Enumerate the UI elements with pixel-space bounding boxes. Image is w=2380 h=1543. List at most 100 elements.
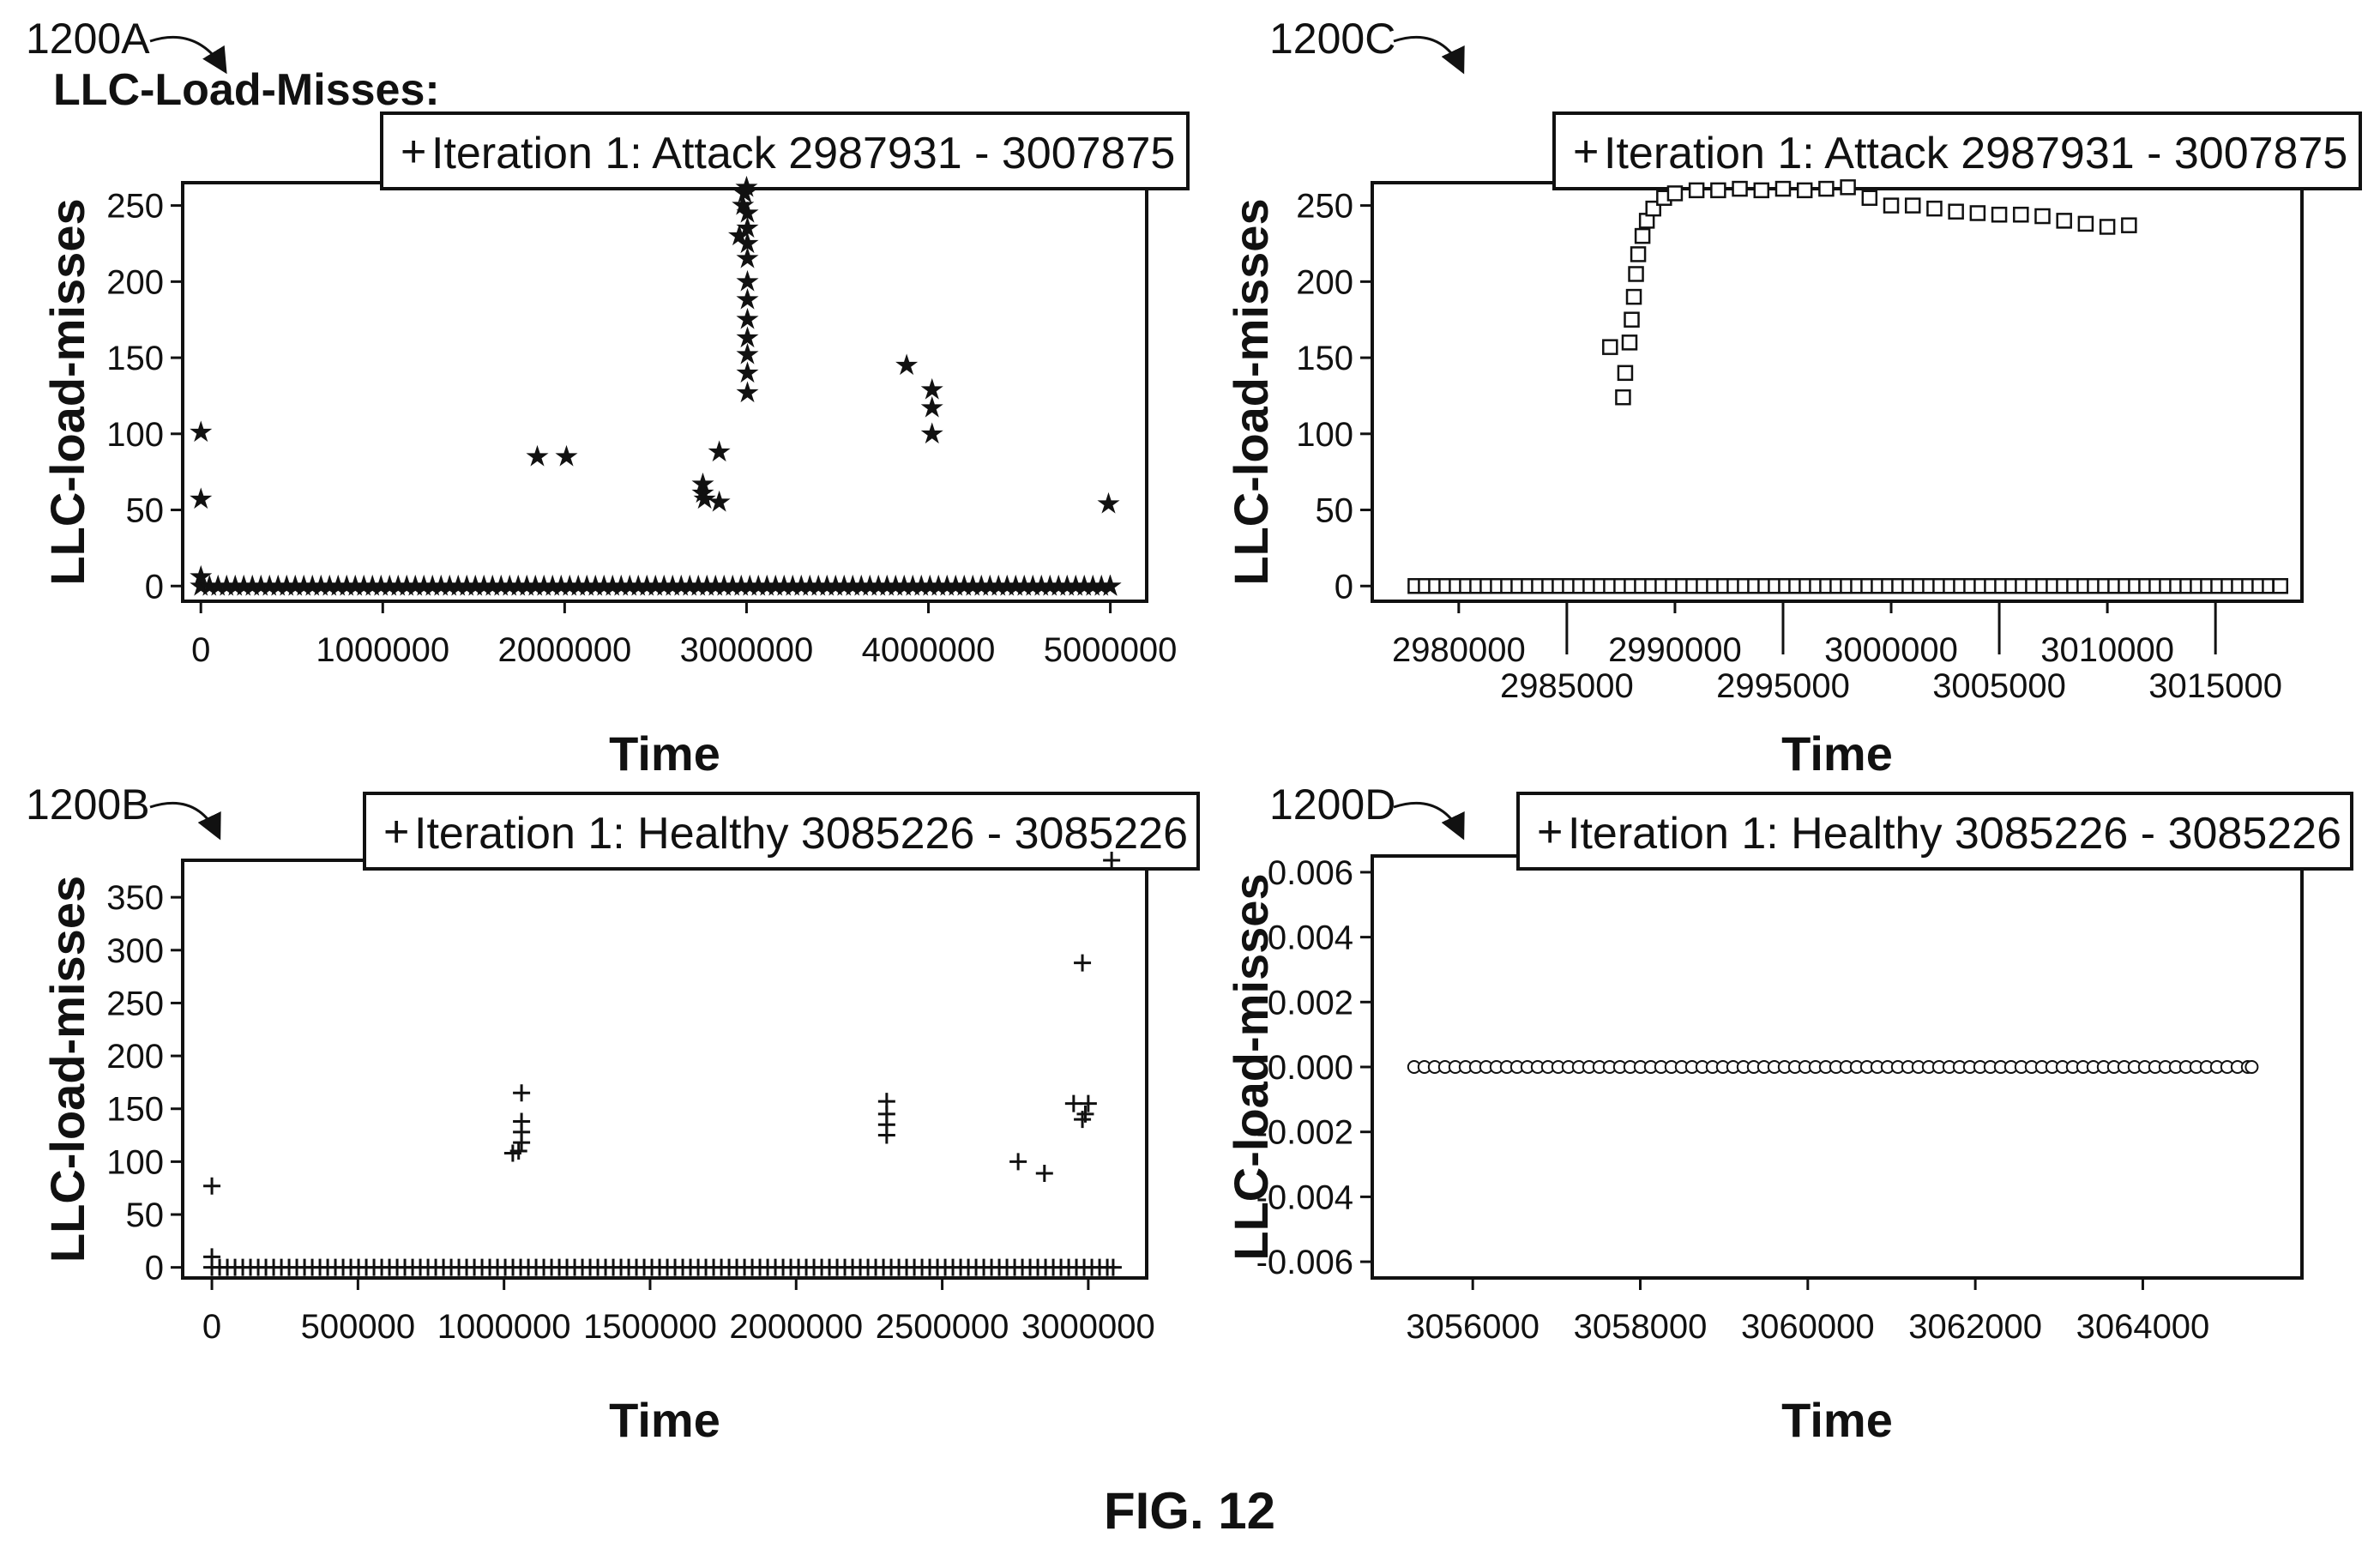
data-point: ★ bbox=[188, 415, 214, 449]
baseline-point: ★ bbox=[960, 569, 985, 603]
baseline-point: ★ bbox=[1071, 569, 1097, 603]
baseline-point: ★ bbox=[574, 569, 600, 603]
x-tick-label: 1000000 bbox=[316, 631, 449, 669]
y-tick-label: 50 bbox=[1316, 492, 1354, 530]
data-point bbox=[203, 1248, 221, 1266]
baseline-point: ★ bbox=[1028, 569, 1054, 603]
y-tick-label: 250 bbox=[1296, 188, 1353, 226]
baseline-point: ★ bbox=[497, 569, 522, 603]
y-axis-label: LLC-load-misses bbox=[1224, 873, 1278, 1260]
baseline-point: ★ bbox=[471, 569, 497, 603]
data-point: ★ bbox=[734, 264, 760, 298]
data-point bbox=[1774, 180, 1792, 197]
baseline-point: ★ bbox=[985, 569, 1011, 603]
baseline-point: ★ bbox=[359, 569, 385, 603]
baseline-point: ★ bbox=[368, 569, 394, 603]
baseline-point: ★ bbox=[874, 569, 900, 603]
data-point: ★ bbox=[706, 435, 732, 469]
data-point bbox=[1103, 852, 1121, 869]
baseline-point: ★ bbox=[822, 569, 848, 603]
y-tick-label: 200 bbox=[106, 1038, 164, 1076]
figure-ref-label: 1200B bbox=[26, 781, 150, 829]
baseline-point: ★ bbox=[231, 569, 256, 603]
data-point bbox=[2056, 213, 2072, 229]
data-point: ★ bbox=[734, 226, 760, 261]
data-point: ★ bbox=[734, 338, 760, 372]
data-point bbox=[509, 1142, 527, 1160]
data-point: ★ bbox=[734, 283, 760, 317]
data-point: ★ bbox=[524, 439, 550, 473]
data-point bbox=[1948, 203, 1964, 220]
section-title: LLC-Load-Misses: bbox=[53, 65, 440, 115]
data-point: ★ bbox=[732, 176, 757, 210]
data-point bbox=[1666, 185, 1684, 202]
data-point bbox=[513, 1112, 531, 1130]
x-tick-label: 3005000 bbox=[1932, 667, 2066, 705]
data-point bbox=[1035, 1164, 1053, 1182]
x-tick-label: 2000000 bbox=[729, 1308, 863, 1346]
legend-label: Iteration 1: Healthy 3085226 - 3085226 bbox=[1568, 809, 2341, 859]
baseline-point: ★ bbox=[994, 569, 1020, 603]
baseline-point: ★ bbox=[702, 569, 728, 603]
data-point bbox=[1079, 1094, 1097, 1112]
baseline-point: ★ bbox=[934, 569, 960, 603]
y-tick-label: 0 bbox=[1335, 568, 1353, 606]
baseline-point: ★ bbox=[462, 569, 488, 603]
panel-1200A: 1200A 0 50 100 150 200 250 0 1000000 2000000 30000… bbox=[26, 15, 1190, 781]
x-tick-label: 3064000 bbox=[2076, 1308, 2210, 1346]
y-tick-label: 0.002 bbox=[1268, 984, 1353, 1022]
ref-arrow bbox=[149, 35, 227, 75]
baseline-point: ★ bbox=[256, 569, 282, 603]
data-point bbox=[1624, 311, 1640, 328]
baseline-point: ★ bbox=[188, 569, 214, 603]
data-point: ★ bbox=[894, 348, 919, 383]
legend-box bbox=[1516, 792, 2353, 871]
data-point bbox=[1840, 179, 1856, 196]
legend-label: Iteration 1: Healthy 3085226 - 3085226 bbox=[414, 809, 1188, 859]
data-point: ★ bbox=[726, 219, 752, 253]
baseline-point: ★ bbox=[951, 569, 977, 603]
data-point: ★ bbox=[919, 372, 945, 407]
ref-arrow bbox=[1393, 801, 1465, 841]
data-point bbox=[2121, 217, 2137, 233]
baseline-point: ★ bbox=[1097, 569, 1123, 603]
baseline-point: ★ bbox=[1088, 569, 1114, 603]
ref-arrow bbox=[1393, 35, 1465, 75]
figure-caption: FIG. 12 bbox=[1104, 1482, 1275, 1540]
baseline-point: ★ bbox=[196, 569, 222, 603]
data-point: ★ bbox=[734, 356, 760, 390]
baseline-point: ★ bbox=[797, 569, 822, 603]
baseline-point: ★ bbox=[565, 569, 591, 603]
baseline-point: ★ bbox=[428, 569, 454, 603]
baseline-point: ★ bbox=[316, 569, 342, 603]
x-tick-label: 5000000 bbox=[1044, 631, 1178, 669]
legend-label: Iteration 1: Attack 2987931 - 3007875 bbox=[1604, 129, 2347, 178]
baseline-point: ★ bbox=[840, 569, 865, 603]
data-point bbox=[1818, 180, 1835, 197]
baseline-point: ★ bbox=[865, 569, 891, 603]
y-tick-label: 0 bbox=[145, 1250, 164, 1287]
y-tick-label: 0.004 bbox=[1268, 919, 1353, 957]
baseline-point: ★ bbox=[299, 569, 325, 603]
y-tick-label: 150 bbox=[106, 340, 164, 377]
baseline-point: ★ bbox=[1080, 569, 1106, 603]
x-tick-label: 3058000 bbox=[1574, 1308, 1708, 1346]
y-tick-label: -0.006 bbox=[1256, 1244, 1353, 1281]
legend-box bbox=[1552, 112, 2362, 190]
data-point: ★ bbox=[919, 417, 945, 451]
baseline-point: ★ bbox=[677, 569, 702, 603]
baseline-point: ★ bbox=[514, 569, 539, 603]
x-tick-label: 3056000 bbox=[1406, 1308, 1539, 1346]
plot-frame bbox=[181, 859, 1148, 1280]
baseline-point: ★ bbox=[660, 569, 685, 603]
data-point bbox=[1076, 1105, 1094, 1123]
legend-label: Iteration 1: Attack 2987931 - 3007875 bbox=[431, 129, 1175, 178]
y-tick-label: 250 bbox=[106, 188, 164, 226]
baseline-point: ★ bbox=[351, 569, 377, 603]
x-tick-label: 1000000 bbox=[437, 1308, 571, 1346]
data-point bbox=[1688, 182, 1705, 199]
baseline-point: ★ bbox=[222, 569, 248, 603]
baseline-point: ★ bbox=[488, 569, 514, 603]
baseline-point: ★ bbox=[1063, 569, 1088, 603]
baseline-point: ★ bbox=[754, 569, 780, 603]
